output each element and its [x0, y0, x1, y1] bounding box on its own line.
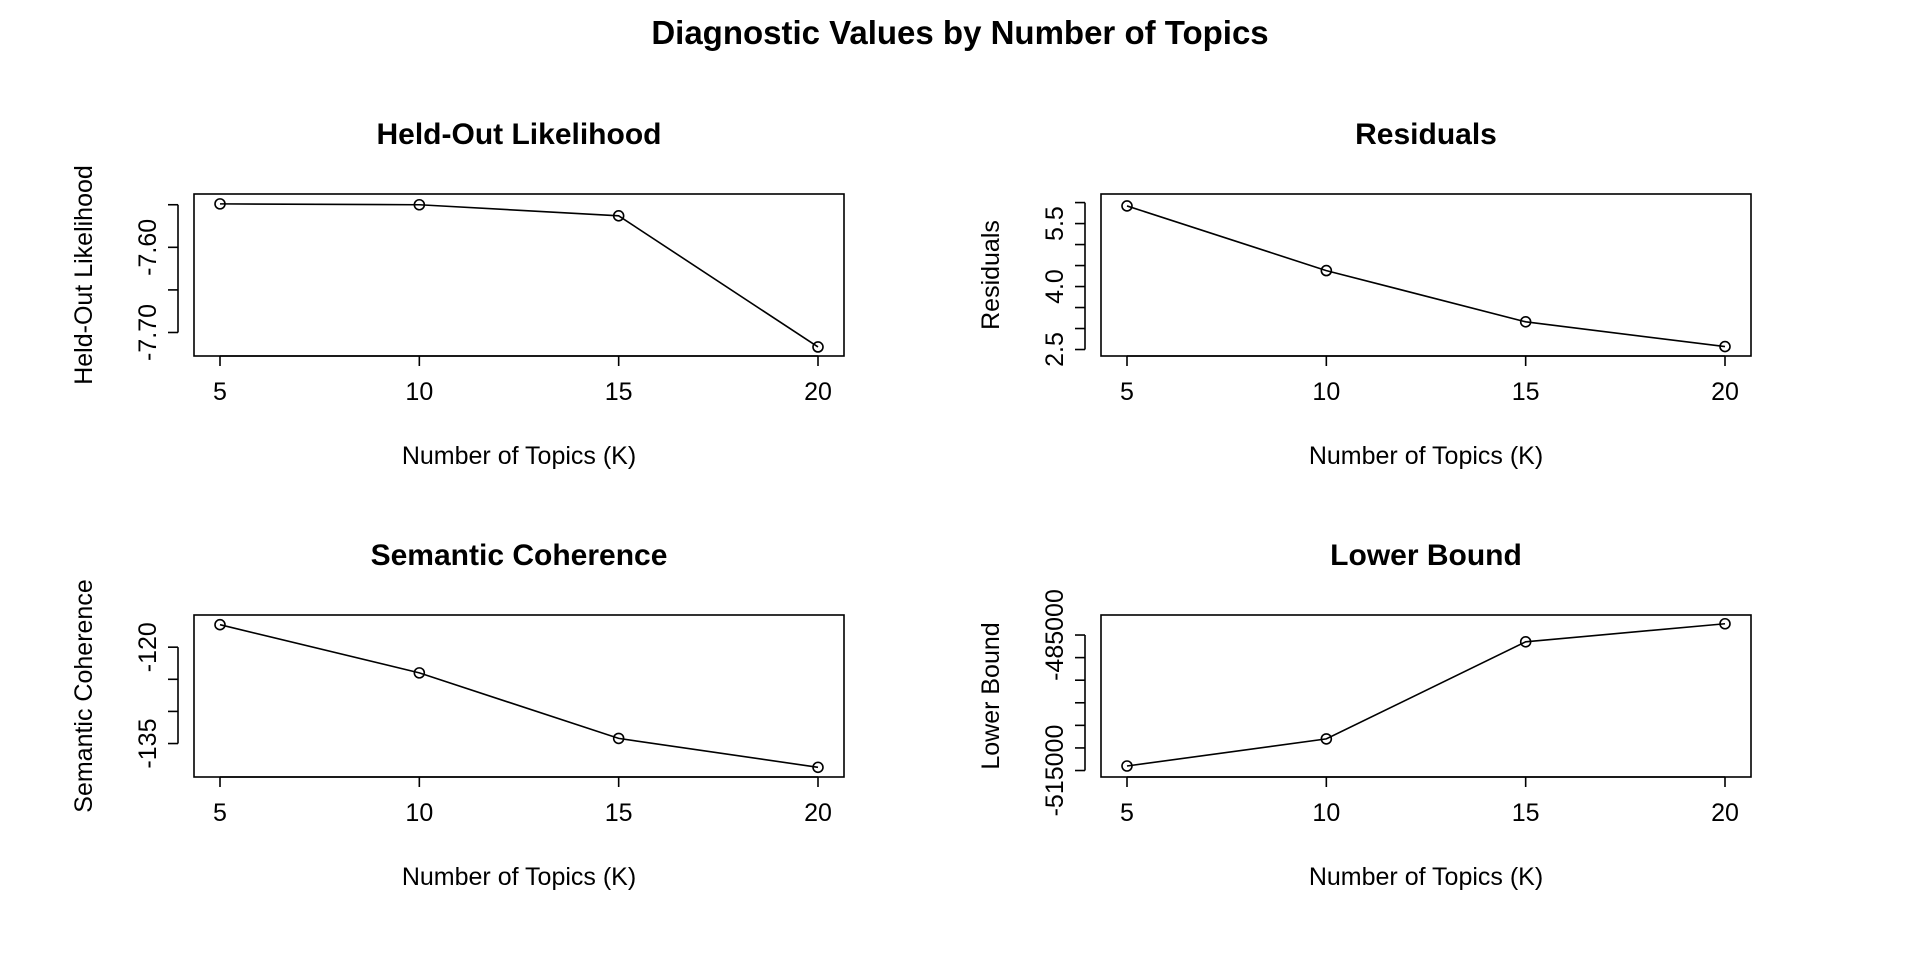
y-axis-label: Lower Bound: [977, 622, 1005, 769]
series-line: [219, 203, 819, 348]
x-tick-label: 5: [213, 799, 227, 827]
data-point: [1320, 264, 1333, 277]
x-tick-label: 5: [1120, 378, 1134, 406]
x-axis-label: Number of Topics (K): [1309, 863, 1543, 891]
y-tick-label: 5.5: [1041, 206, 1069, 241]
data-point: [1121, 760, 1133, 772]
data-point: [214, 198, 226, 210]
x-tick-label: 10: [1312, 378, 1340, 406]
plot-frame: [1100, 193, 1752, 357]
plot-frame: [193, 193, 845, 357]
x-tick-label: 15: [1512, 799, 1540, 827]
data-point: [1320, 733, 1333, 745]
series-line: [1126, 205, 1726, 348]
data-point: [612, 210, 625, 222]
plot-frame: [1100, 614, 1752, 778]
x-tick-label: 10: [405, 378, 433, 406]
plot-frame: [193, 614, 845, 778]
x-axis-label: Number of Topics (K): [402, 442, 636, 470]
x-tick-label: 10: [405, 799, 433, 827]
data-point: [812, 761, 824, 774]
data-point: [1121, 200, 1133, 212]
panel-title: Lower Bound: [1330, 539, 1522, 572]
x-tick-label: 20: [1711, 799, 1739, 827]
x-tick-label: 5: [213, 378, 227, 406]
series-line: [1126, 622, 1726, 767]
series-line: [219, 623, 819, 769]
y-tick-label: -120: [134, 622, 162, 672]
data-point: [1519, 316, 1532, 328]
y-tick-label: 2.5: [1041, 332, 1069, 367]
data-point: [612, 732, 625, 745]
x-tick-label: 10: [1312, 799, 1340, 827]
y-axis-label: Held-Out Likelihood: [70, 165, 98, 385]
data-point: [1519, 636, 1532, 648]
data-point: [214, 618, 226, 631]
panel-title: Residuals: [1355, 118, 1497, 151]
y-axis-label: Residuals: [977, 220, 1005, 330]
y-axis-label: Semantic Coherence: [70, 579, 98, 812]
x-tick-label: 5: [1120, 799, 1134, 827]
data-point: [413, 667, 426, 679]
y-tick-label: -7.60: [134, 219, 162, 276]
x-tick-label: 20: [804, 378, 832, 406]
chart-panel-4: Lower Bound 5 10 15 20 Number of Topics (K) -5…: [977, 539, 1752, 891]
figure-title: Diagnostic Values by Number of Topics: [651, 14, 1269, 51]
x-axis-label: Number of Topics (K): [402, 863, 636, 891]
x-tick-label: 15: [605, 378, 633, 406]
data-point: [1719, 340, 1731, 353]
panel-title: Semantic Coherence: [371, 539, 668, 572]
y-tick-label: -7.70: [134, 304, 162, 361]
y-tick-label: -135: [134, 719, 162, 769]
x-tick-label: 20: [1711, 378, 1739, 406]
x-tick-label: 15: [1512, 378, 1540, 406]
x-tick-label: 15: [605, 799, 633, 827]
x-axis-label: Number of Topics (K): [1309, 442, 1543, 470]
y-tick-label: -485000: [1041, 589, 1069, 681]
data-point: [1719, 617, 1731, 630]
data-point: [812, 341, 824, 353]
chart-panel-2: Residuals 5 10 15 20 Number of Topics (K) 2.5 4…: [977, 118, 1752, 470]
y-tick-label: -515000: [1041, 725, 1069, 817]
chart-panel-3: Semantic Coherence 5 10 15 20 Number of Topic…: [70, 539, 845, 891]
chart-panel-1: Held-Out Likelihood 5 10 15 20 Number of Topi…: [70, 118, 845, 470]
panel-title: Held-Out Likelihood: [377, 118, 662, 151]
data-point: [413, 198, 426, 211]
y-tick-label: 4.0: [1041, 269, 1069, 304]
x-tick-label: 20: [804, 799, 832, 827]
